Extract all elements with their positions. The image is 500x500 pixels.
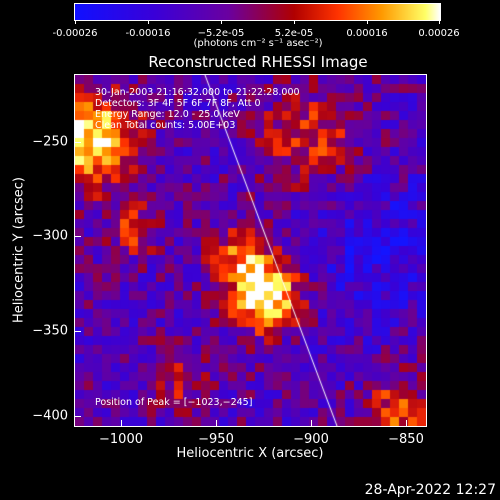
x-tick-label: −1000 [99,432,143,447]
y-tick-label: −300 [32,228,68,244]
detectors-label: Detectors: 3F 4F 5F 6F 7F 8F, Att 0 [95,98,261,109]
energy-label: Energy Range: 12.0 - 25.0 keV [95,109,240,120]
colorbar-units: (photons cm⁻² s⁻¹ asec⁻²) [193,38,323,49]
plot-title: Reconstructed RHESSI Image [148,53,368,71]
peak-position-label: Position of Peak = [−1023,−245] [95,397,253,408]
colorbar [74,3,441,21]
colorbar-tick: −5.2e-05 [197,28,245,39]
colorbar-tick: 0.00016 [346,28,388,39]
x-tick-label: −950 [198,432,234,447]
x-axis-label: Heliocentric X (arcsec) [176,446,324,461]
method-label: Clean Total counts: 5.00E+03 [95,120,236,131]
x-tick-label: −900 [293,432,329,447]
y-axis-label: Heliocentric Y (arcsec) [11,177,27,323]
colorbar-tick: 0.00026 [418,28,460,39]
y-tick-label: −250 [32,134,68,150]
time-range-label: 30-Jan-2003 21:16:32.000 to 21:22:28.000 [95,87,300,98]
x-tick-label: −850 [388,432,424,447]
plot-frame [74,74,427,427]
datestamp: 28-Apr-2022 12:27 [364,482,496,498]
colorbar-tick: 5.2e-05 [274,28,314,39]
rhessi-image [75,75,426,426]
colorbar-tick: -0.00016 [125,28,171,39]
y-tick-label: −400 [32,408,68,424]
colorbar-tick: -0.00026 [52,28,98,39]
y-tick-label: −350 [32,323,68,339]
